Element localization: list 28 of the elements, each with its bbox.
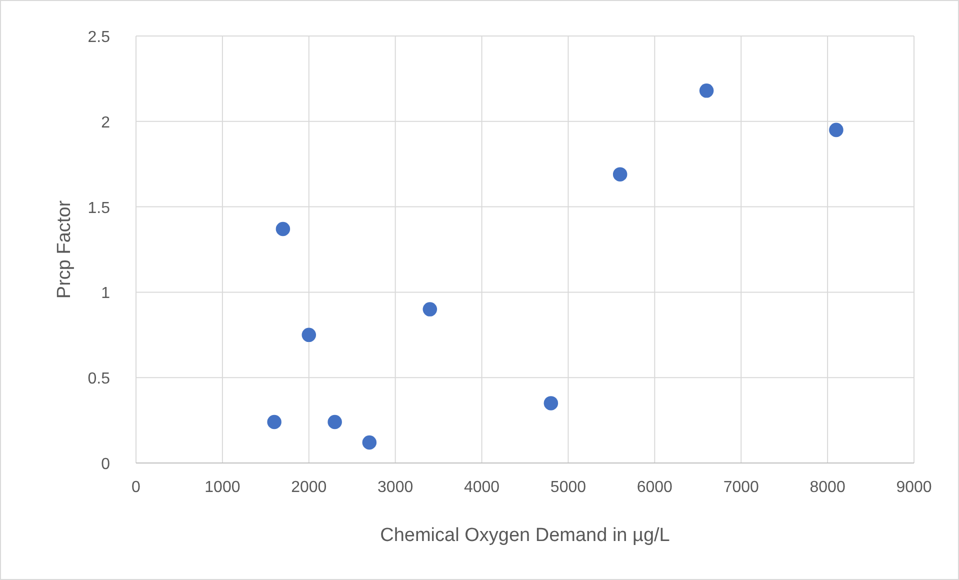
point: [302, 328, 316, 342]
y-tick-label: 0: [101, 456, 110, 473]
y-tick-label: 1.5: [88, 200, 110, 217]
y-axis-title: Prcp Factor: [54, 200, 75, 299]
x-tick-label: 1000: [204, 479, 240, 496]
point: [422, 302, 438, 316]
x-tick-label: 8000: [810, 479, 846, 496]
y-tick-label: 2.5: [88, 29, 110, 46]
x-axis-title: Chemical Oxygen Demand in µg/L: [380, 525, 670, 546]
point: [267, 414, 282, 430]
point: [544, 396, 558, 410]
y-tick-label: 1: [101, 285, 110, 302]
point: [829, 122, 844, 138]
x-tick-label: 6000: [636, 479, 673, 496]
x-tick-label: 9000: [896, 479, 932, 496]
point: [276, 222, 290, 236]
x-tick-label: 3000: [378, 479, 414, 496]
point: [612, 167, 628, 182]
x-tick-label: 7000: [723, 479, 760, 496]
point: [328, 414, 342, 430]
y-tick-label: 2: [101, 114, 110, 132]
x-tick-label: 4000: [464, 479, 500, 496]
y-tick-label: 0.5: [88, 370, 110, 388]
point: [362, 435, 377, 450]
x-tick-label: 0: [132, 479, 141, 496]
x-tick-label: 5000: [550, 479, 586, 496]
point: [699, 84, 714, 98]
x-tick-label: 2000: [291, 479, 327, 496]
